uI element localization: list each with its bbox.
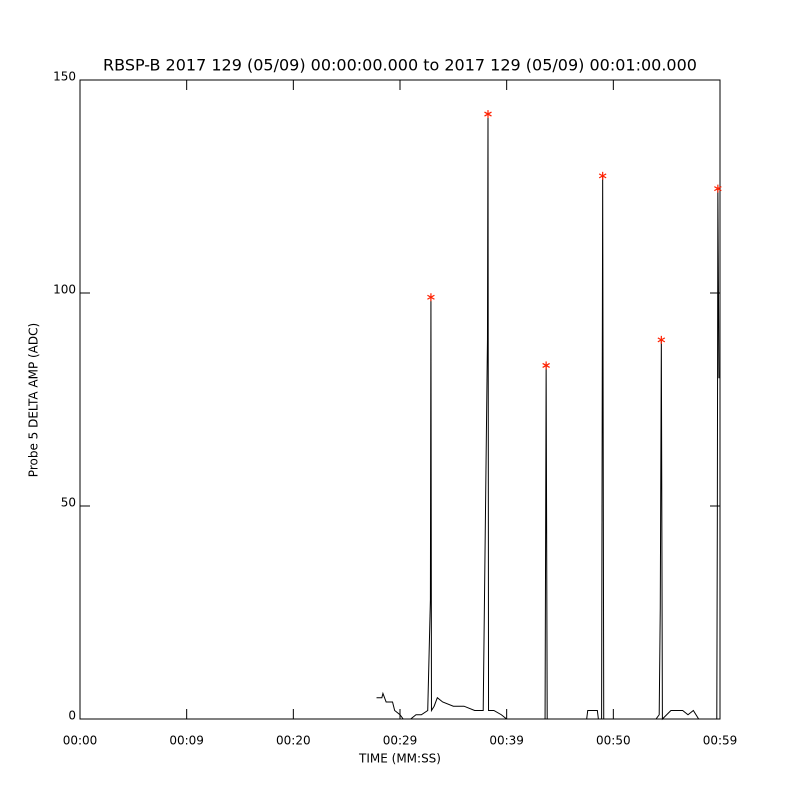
- x-tick-label: 00:39: [489, 734, 524, 748]
- marker-stroke: [542, 362, 550, 368]
- peak-marker: [484, 110, 492, 119]
- x-tick-label: 00:50: [596, 734, 631, 748]
- peak-marker: [427, 293, 435, 302]
- plot-frame: [79, 79, 721, 720]
- x-tick-label: 00:09: [169, 734, 204, 748]
- data-line: [376, 114, 720, 721]
- y-axis-label: Probe 5 DELTA AMP (ADC): [27, 323, 41, 477]
- x-tick-label: 00:29: [383, 734, 418, 748]
- y-tick-label: 150: [53, 70, 76, 84]
- y-tick-label: 0: [68, 709, 76, 723]
- chart-title: RBSP-B 2017 129 (05/09) 00:00:00.000 to …: [103, 56, 697, 75]
- peak-marker: [714, 184, 722, 193]
- x-tick-label: 00:59: [703, 734, 738, 748]
- marker-stroke: [427, 294, 435, 300]
- x-axis-label: TIME (MM:SS): [358, 752, 441, 766]
- x-tick-label: 00:00: [63, 734, 98, 748]
- marker-stroke: [598, 173, 607, 179]
- marker-stroke: [657, 337, 666, 343]
- marker-stroke: [714, 186, 722, 192]
- peak-marker: [598, 171, 607, 180]
- peak-marker: [657, 335, 666, 344]
- x-tick-label: 00:20: [276, 734, 311, 748]
- peak-marker: [542, 361, 550, 370]
- marker-stroke: [484, 111, 492, 117]
- y-tick-label: 50: [61, 496, 76, 510]
- y-tick-label: 100: [53, 283, 76, 297]
